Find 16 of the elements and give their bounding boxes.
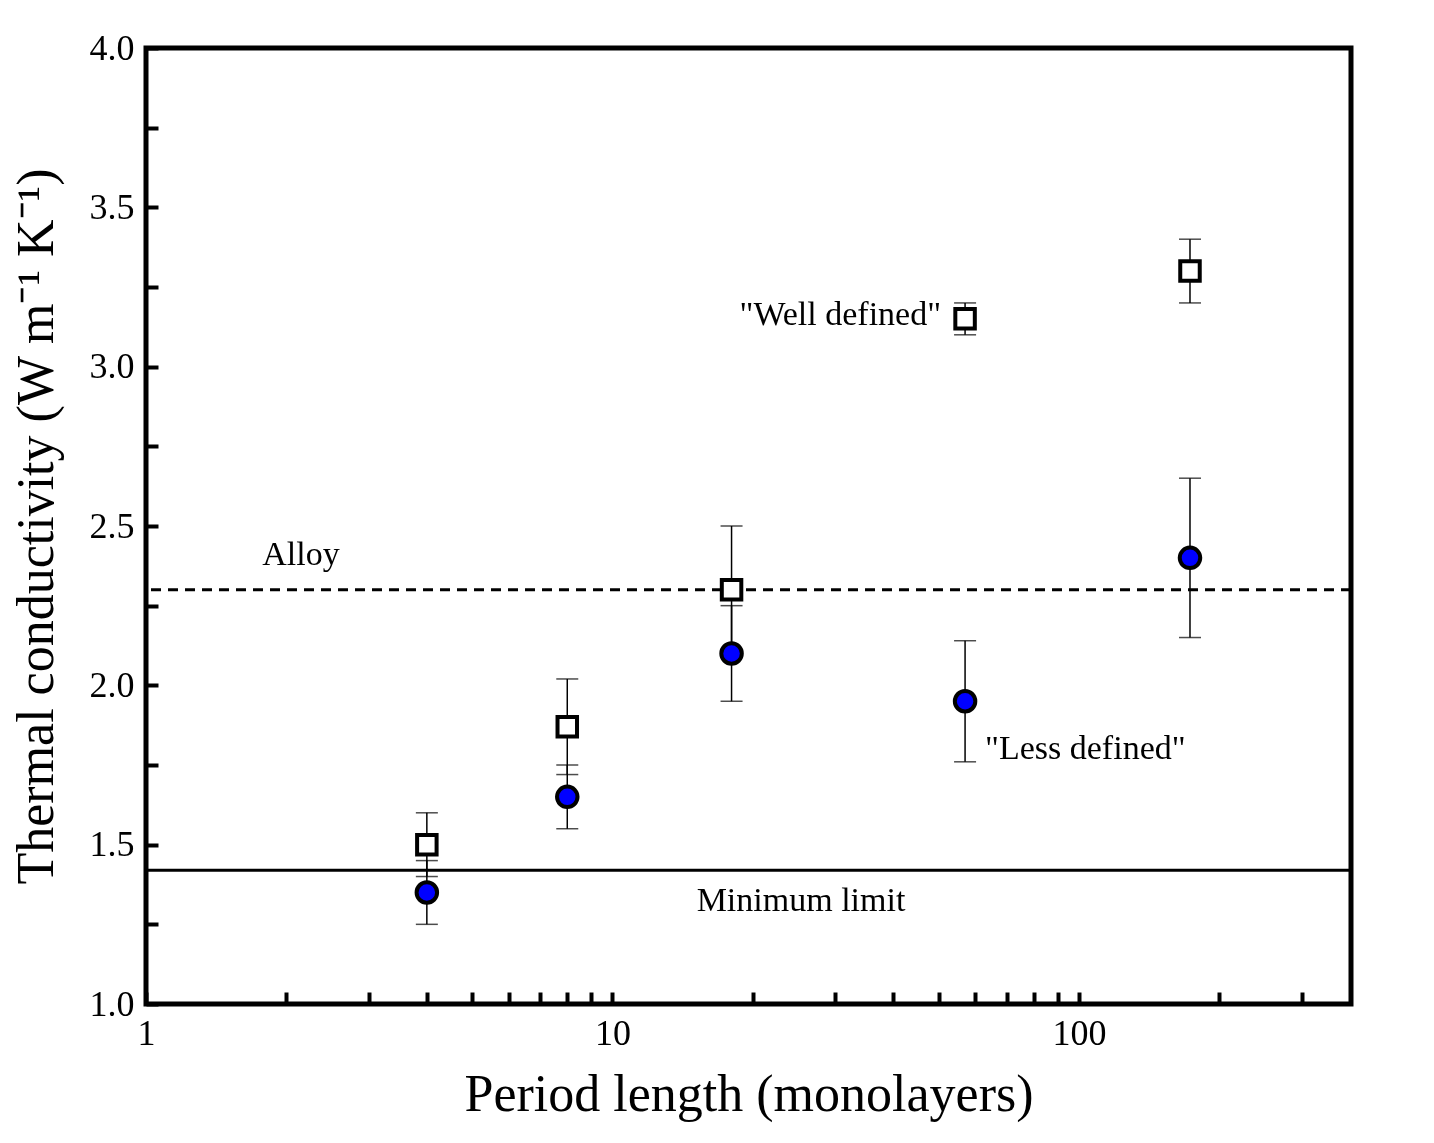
annotation: "Well defined" [739, 294, 942, 332]
x-tick-label: 1 [137, 1012, 156, 1053]
annotation: "Less defined" [985, 729, 1186, 767]
y-tick-label: 2.5 [89, 505, 135, 546]
y-tick-label: 4.0 [89, 27, 135, 68]
y-axis-title: Thermal conductivity (W m⁻¹ K⁻¹) [6, 168, 65, 885]
x-axis-title: Period length (monolayers) [464, 1064, 1034, 1123]
y-tick-label: 3.0 [89, 346, 135, 387]
y-tick-label: 2.0 [89, 664, 135, 705]
y-tick-label: 1.5 [89, 824, 135, 865]
ref-line-label: Alloy [262, 534, 340, 572]
y-tick-label: 3.5 [89, 186, 135, 227]
x-tick-label: 10 [594, 1012, 631, 1053]
ref-line-label: Minimum limit [696, 881, 906, 919]
x-tick-label: 100 [1052, 1012, 1107, 1053]
y-tick-label: 1.0 [89, 983, 135, 1024]
